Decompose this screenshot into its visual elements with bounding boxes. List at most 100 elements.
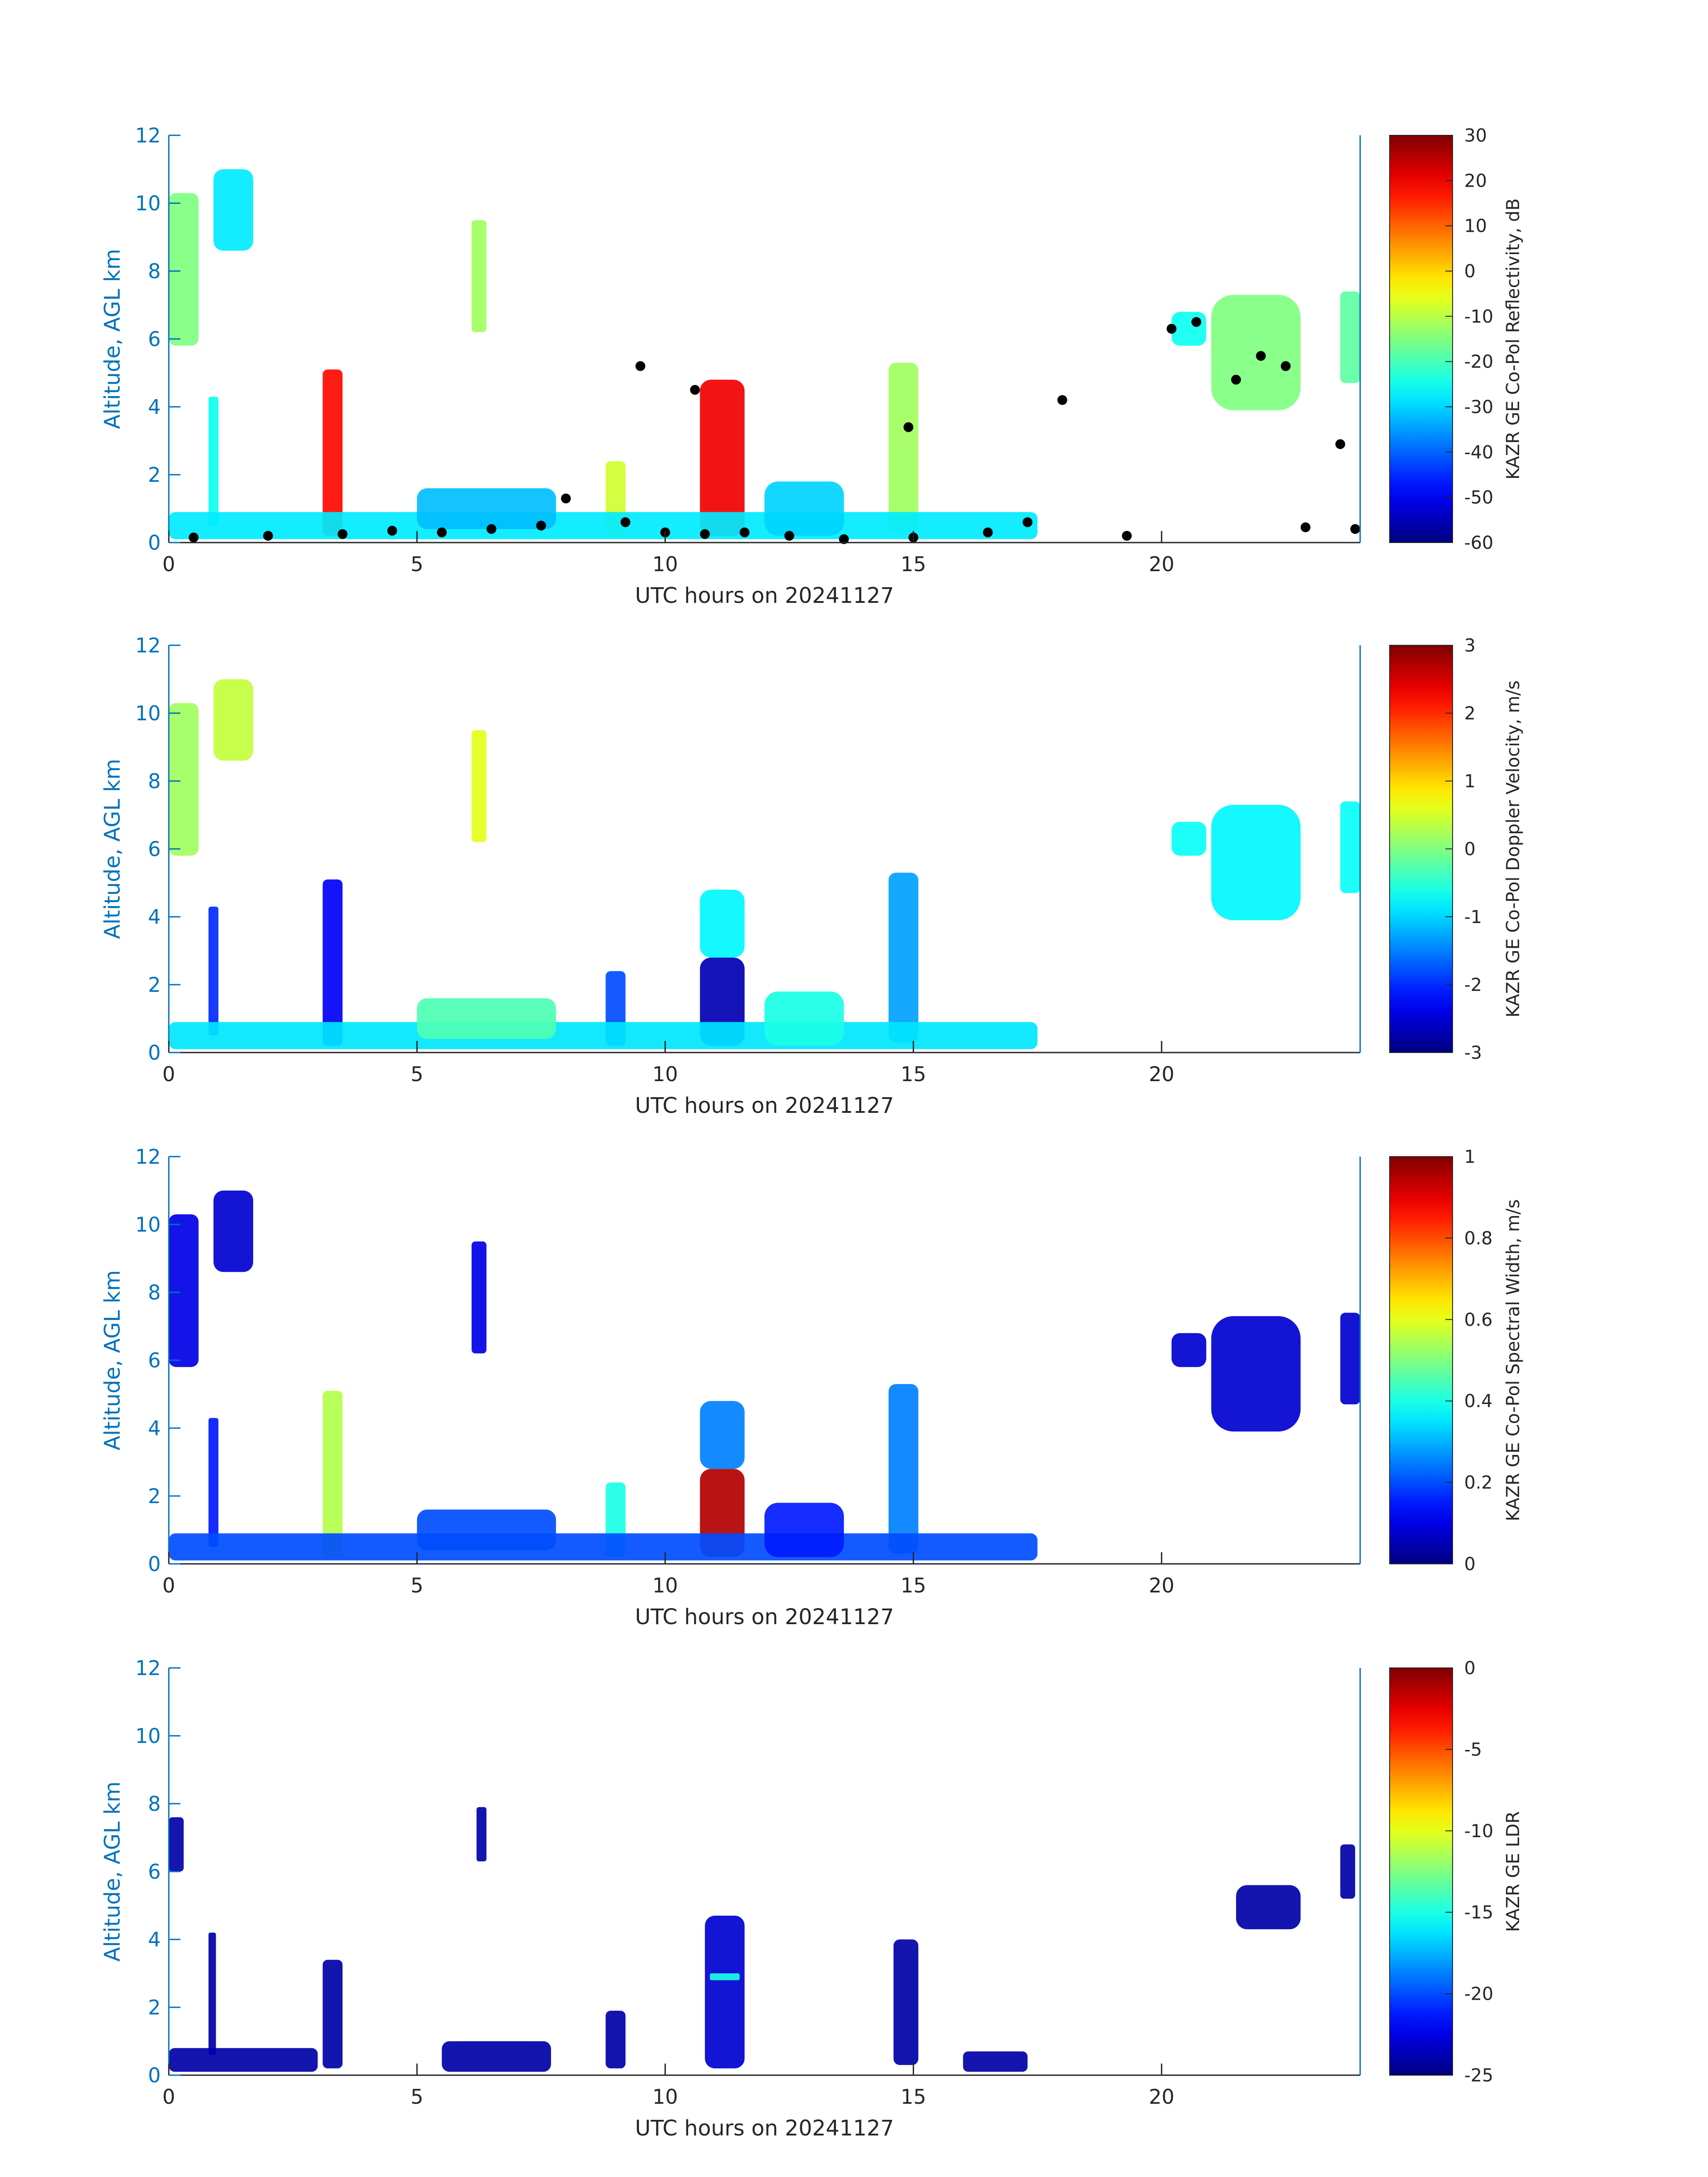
cloud-base-point <box>561 493 571 504</box>
y-tick-label: 8 <box>148 769 161 793</box>
echo-region <box>417 998 556 1039</box>
colorbar-tick-label: 0 <box>1464 1554 1475 1575</box>
echo-region <box>1171 1333 1207 1367</box>
x-tick-label: 20 <box>1149 2085 1174 2109</box>
echo-layer <box>169 169 1360 539</box>
cloud-base-markers <box>188 317 1360 544</box>
x-tick-label: 10 <box>652 1062 678 1086</box>
echo-region <box>1211 295 1301 410</box>
x-tick-label: 0 <box>163 1062 175 1086</box>
cloud-base-point <box>1281 361 1291 371</box>
y-tick-label: 0 <box>148 1041 161 1065</box>
echo-region <box>472 1241 487 1354</box>
y-tick-label: 8 <box>148 1792 161 1816</box>
cloud-base-point <box>338 529 348 539</box>
colorbar-tick-label: 0 <box>1464 261 1475 282</box>
echo-region <box>322 1391 343 1557</box>
x-axis-label: UTC hours on 20241127 <box>635 2116 894 2141</box>
cloud-base-point <box>188 532 199 543</box>
x-tick-label: 10 <box>652 1574 678 1597</box>
y-tick-label: 10 <box>135 1724 161 1748</box>
x-tick-label: 0 <box>163 552 175 576</box>
cloud-base-point <box>1300 522 1311 532</box>
y-axis-label: Altitude, AGL km <box>100 759 125 939</box>
colorbar-tick-label: -10 <box>1464 1821 1493 1842</box>
colorbar-tick-label: -5 <box>1464 1739 1482 1760</box>
echo-region <box>1171 822 1207 856</box>
colorbar: 0 -5 -10 -15 -20 -25 KAZR GE LDR <box>1389 1658 1524 2086</box>
x-tick-label: 15 <box>901 2085 926 2109</box>
colorbar-label: KAZR GE Co-Pol Spectral Width, m/s <box>1503 1199 1524 1521</box>
echo-region <box>208 1418 219 1547</box>
colorbar-label: KAZR GE Co-Pol Doppler Velocity, m/s <box>1503 681 1524 1018</box>
cloud-base-point <box>700 529 710 539</box>
colorbar-tick-label: 0 <box>1464 1658 1475 1679</box>
colorbar-tick-label: 1 <box>1464 771 1475 792</box>
colorbar-gradient <box>1389 645 1453 1053</box>
echo-region <box>169 1214 199 1367</box>
echo-region <box>963 2051 1028 2072</box>
echo-region <box>606 2010 626 2068</box>
echo-region <box>169 1817 184 1872</box>
y-tick-label: 6 <box>148 837 161 861</box>
colorbar-tick-label: -1 <box>1464 907 1482 928</box>
echo-region <box>888 873 919 1043</box>
panel-reflectivity: 0 2 4 6 8 10 12 0 5 10 15 20 UTC hours on 20241127 Al… <box>100 124 1524 608</box>
colorbar-tick-label: 20 <box>1464 171 1487 191</box>
y-tick-label: 0 <box>148 531 161 555</box>
echo-region <box>208 397 219 526</box>
cloud-base-point <box>1335 439 1345 449</box>
echo-region <box>417 488 556 529</box>
x-axis-label: UTC hours on 20241127 <box>635 1093 894 1118</box>
colorbar-tick-label: 0.6 <box>1464 1310 1493 1330</box>
x-tick-label: 5 <box>411 1062 424 1086</box>
colorbar-tick-label: -20 <box>1464 1984 1493 2005</box>
colorbar-tick-label: 0 <box>1464 839 1475 860</box>
echo-region <box>208 1932 216 2055</box>
y-tick-label: 2 <box>148 973 161 997</box>
cloud-base-point <box>1122 531 1132 541</box>
echo-layer <box>169 679 1360 1049</box>
colorbar: 30 20 10 0 -10 -20 -30 -40 -50 -60 KAZR GE Co-Pol … <box>1389 125 1524 553</box>
echo-layer <box>169 1191 1360 1561</box>
y-tick-label: 2 <box>148 463 161 487</box>
y-tick-label: 8 <box>148 259 161 283</box>
cloud-base-point <box>263 531 273 541</box>
colorbar-tick-label: 0.2 <box>1464 1473 1493 1493</box>
x-tick-label: 20 <box>1149 1062 1174 1086</box>
echo-layer <box>169 1807 1355 2072</box>
x-tick-label: 5 <box>411 2085 424 2109</box>
echo-region <box>208 907 219 1036</box>
y-tick-label: 10 <box>135 702 161 725</box>
colorbar-tick-label: 0.8 <box>1464 1228 1493 1249</box>
y-tick-label: 8 <box>148 1281 161 1304</box>
y-tick-label: 10 <box>135 192 161 215</box>
colorbar-gradient <box>1389 1667 1453 2076</box>
cloud-base-point <box>690 385 700 395</box>
echo-region <box>417 1509 556 1550</box>
colorbar-label: KAZR GE Co-Pol Reflectivity, dB <box>1503 198 1524 480</box>
y-tick-label: 12 <box>135 634 161 657</box>
cloud-base-point <box>1350 524 1360 534</box>
cloud-base-point <box>635 361 646 371</box>
x-tick-label: 5 <box>411 552 424 576</box>
colorbar-tick-label: -50 <box>1464 488 1493 508</box>
x-tick-label: 10 <box>652 552 678 576</box>
echo-region <box>1171 312 1207 346</box>
colorbar-tick-label: -30 <box>1464 397 1493 418</box>
colorbar-label: KAZR GE LDR <box>1503 1811 1524 1932</box>
colorbar-tick-label: 2 <box>1464 703 1475 724</box>
echo-region <box>169 703 199 856</box>
y-tick-label: 10 <box>135 1213 161 1237</box>
cloud-base-point <box>739 527 750 538</box>
x-tick-label: 0 <box>163 2085 175 2109</box>
colorbar-tick-label: -60 <box>1464 533 1493 553</box>
x-tick-label: 0 <box>163 1574 175 1597</box>
y-tick-label: 6 <box>148 327 161 351</box>
y-tick-label: 4 <box>148 395 161 419</box>
x-tick-label: 15 <box>901 1062 926 1086</box>
echo-region <box>213 679 253 761</box>
x-tick-label: 20 <box>1149 552 1174 576</box>
cloud-base-point <box>839 534 849 544</box>
